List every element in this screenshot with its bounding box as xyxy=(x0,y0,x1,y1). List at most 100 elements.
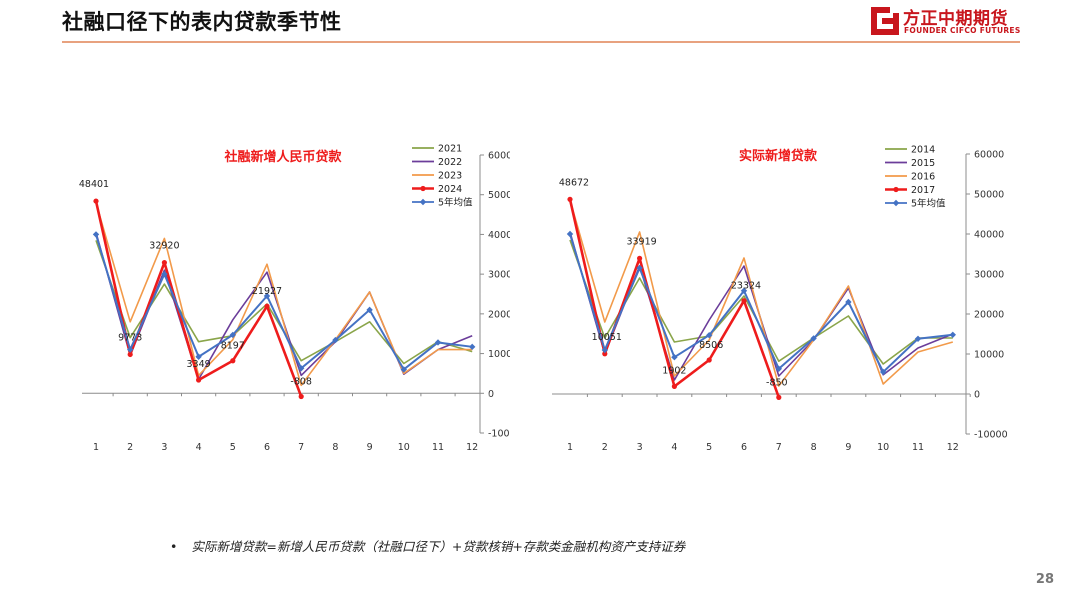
x-tick-label: 12 xyxy=(947,442,959,453)
data-point xyxy=(92,231,100,238)
chart-title: 社融新增人民币贷款 xyxy=(223,149,342,165)
data-point xyxy=(263,292,271,300)
data-label: 23324 xyxy=(731,281,761,292)
legend-label: 2015 xyxy=(911,158,935,169)
y-tick-label: 60000 xyxy=(974,150,1004,161)
y-tick-label: 40000 xyxy=(974,230,1004,241)
series-line xyxy=(569,233,953,373)
data-point xyxy=(706,357,712,363)
data-point xyxy=(264,303,270,309)
title-divider xyxy=(62,41,1020,43)
data-point xyxy=(230,358,236,364)
data-point xyxy=(161,259,167,266)
data-point xyxy=(195,353,202,360)
series-3 xyxy=(93,198,304,400)
data-label: -808 xyxy=(290,376,312,387)
series-line xyxy=(569,199,954,387)
data-point xyxy=(93,198,99,204)
data-point xyxy=(400,366,407,373)
x-tick-label: 8 xyxy=(332,442,338,453)
y-tick-label: 30000 xyxy=(488,270,510,281)
series-2 xyxy=(569,199,954,387)
x-tick-label: 7 xyxy=(298,442,304,453)
data-point xyxy=(776,394,782,400)
legend-label: 2024 xyxy=(438,184,462,195)
plot-area: -100000100002000030000400005000060000123… xyxy=(79,144,510,454)
legend-label: 2014 xyxy=(911,145,935,156)
data-point xyxy=(914,335,922,342)
legend-label: 2023 xyxy=(438,171,462,182)
data-point xyxy=(298,365,305,372)
x-tick-label: 6 xyxy=(741,442,747,453)
legend: 2021 2022 2023 2024 5年均值 xyxy=(412,144,473,209)
x-tick-label: 5 xyxy=(230,442,236,453)
data-point xyxy=(741,298,747,304)
data-point xyxy=(637,255,643,261)
series-4 xyxy=(566,230,956,376)
series-line xyxy=(95,202,473,387)
y-tick-label: 50000 xyxy=(488,190,510,201)
footnote-bullet: • xyxy=(170,539,178,554)
footnote-text: 实际新增贷款=新增人民币贷款（社融口径下）+贷款核销+存款类金融机构资产支持证券 xyxy=(191,539,686,554)
logo-text-en: FOUNDER CIFCO FUTURES xyxy=(904,26,1021,35)
chart-left: -100000100002000030000400005000060000123… xyxy=(70,140,510,470)
legend-label: 2021 xyxy=(438,144,462,155)
y-tick-label: 0 xyxy=(488,389,494,400)
legend-marker xyxy=(893,186,899,193)
data-point xyxy=(229,331,236,339)
x-tick-label: 11 xyxy=(432,442,444,453)
data-label: -850 xyxy=(766,377,788,388)
y-tick-label: 30000 xyxy=(974,270,1004,281)
legend-label: 5年均值 xyxy=(911,198,946,210)
data-point xyxy=(810,335,817,342)
y-tick-label: 20000 xyxy=(974,310,1004,321)
data-point xyxy=(602,351,608,357)
x-tick-label: 5 xyxy=(706,442,712,453)
x-tick-label: 3 xyxy=(637,442,643,453)
x-tick-label: 9 xyxy=(845,442,851,453)
series-line xyxy=(569,231,954,381)
x-tick-label: 6 xyxy=(264,442,270,453)
x-tick-label: 1 xyxy=(567,442,573,453)
data-point xyxy=(127,346,134,353)
data-point xyxy=(671,354,678,361)
page-number: 28 xyxy=(1035,572,1054,587)
x-tick-label: 8 xyxy=(811,442,817,453)
series-1 xyxy=(95,232,473,381)
x-tick-label: 2 xyxy=(602,442,608,453)
data-point xyxy=(740,287,748,294)
series-line xyxy=(95,234,473,371)
data-point xyxy=(196,377,202,383)
data-label: 32920 xyxy=(149,241,179,252)
series-3 xyxy=(567,196,782,400)
data-point xyxy=(434,339,442,346)
series-1 xyxy=(569,231,954,381)
chart-right: -10000 0 10000 20000 30000 40000 50000 60000 1 2 3… xyxy=(545,140,1025,470)
data-point xyxy=(469,343,476,351)
y-tick-label: 0 xyxy=(974,390,980,401)
data-label: 48672 xyxy=(559,177,589,188)
legend-marker xyxy=(420,185,426,192)
page-title: 社融口径下的表内贷款季节性 xyxy=(62,10,342,34)
series-line xyxy=(95,232,473,381)
chart-left-svg: -100000100002000030000400005000060000123… xyxy=(79,144,510,454)
logo-text-cn: 方正中期期货 xyxy=(903,9,1008,29)
x-tick-label: 12 xyxy=(466,442,478,453)
data-point xyxy=(298,393,304,400)
x-tick-label: 11 xyxy=(912,442,924,453)
legend-label: 2017 xyxy=(911,185,935,196)
data-label: 1902 xyxy=(662,365,686,376)
data-label: 8506 xyxy=(699,340,723,351)
x-tick-label: 10 xyxy=(398,442,410,453)
legend: 2014 2015 2016 2017 5年均值 xyxy=(885,145,946,210)
y-tick-label: 50000 xyxy=(974,190,1004,201)
x-tick-label: 9 xyxy=(367,442,373,453)
data-label: 3349 xyxy=(187,359,211,370)
series-2 xyxy=(95,202,473,387)
footnote: • 实际新增贷款=新增人民币贷款（社融口径下）+贷款核销+存款类金融机构资产支持证… xyxy=(170,536,685,555)
legend-marker xyxy=(419,198,427,206)
y-tick-label: 10000 xyxy=(974,350,1004,361)
x-tick-label: 4 xyxy=(196,442,202,453)
